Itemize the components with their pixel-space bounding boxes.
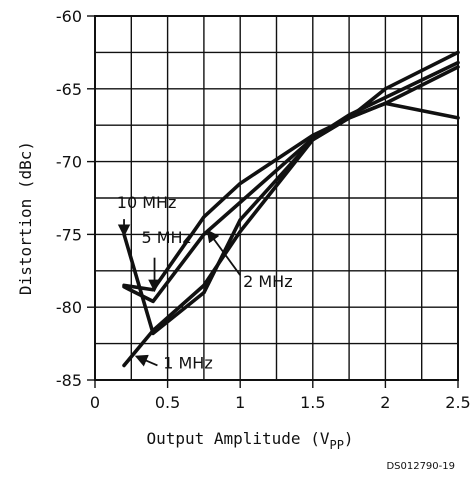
series-line-5-mhz bbox=[122, 50, 460, 292]
series-line-10-mhz bbox=[122, 101, 460, 336]
y-axis-tick-label: -75 bbox=[56, 225, 82, 244]
y-axis-tick-label: -85 bbox=[56, 371, 82, 390]
series-lines bbox=[122, 50, 460, 368]
figure-id: DS012790-19 bbox=[386, 461, 455, 472]
grid bbox=[95, 16, 458, 380]
y-axis-label: Distortion (dBc) bbox=[16, 141, 35, 295]
y-axis-tick-label: -80 bbox=[56, 298, 82, 317]
annotation-label-1-mhz: 1 MHz bbox=[163, 353, 213, 372]
annotation-label-10-mhz: 10 MHz bbox=[117, 193, 177, 212]
x-axis-tick-label: 0.5 bbox=[155, 393, 180, 412]
axes: 0 0.5 1 1.5 2 2.5 -60 -65 -70 -75 -80 -85 bbox=[56, 7, 471, 412]
x-axis-label: Output Amplitude (VPP) bbox=[146, 429, 353, 452]
annotation-arrow-1-mhz bbox=[134, 354, 158, 367]
x-axis-tick-label: 1.5 bbox=[300, 393, 325, 412]
series-line-2-mhz bbox=[122, 60, 460, 304]
y-axis-tick-label: -60 bbox=[56, 7, 82, 26]
annotation-arrow-2-mhz bbox=[206, 229, 241, 276]
x-axis-label-suffix: ) bbox=[344, 429, 354, 448]
x-axis-tick-label: 2 bbox=[380, 393, 390, 412]
x-axis-label-main: Output Amplitude (V bbox=[146, 429, 329, 448]
y-axis-tick-label: -65 bbox=[56, 80, 82, 99]
series-line-1-mhz bbox=[122, 65, 460, 368]
annotation-label-2-mhz: 2 MHz bbox=[243, 272, 293, 291]
series-annotations: 10 MHz 5 MHz 2 MHz 1 MHz bbox=[117, 193, 293, 372]
x-axis-tick-label: 2.5 bbox=[445, 393, 470, 412]
x-axis-label-subscript: PP bbox=[329, 438, 343, 452]
annotation-label-5-mhz: 5 MHz bbox=[141, 228, 191, 247]
plot-frame bbox=[94, 15, 459, 381]
x-axis-tick-label: 1 bbox=[235, 393, 245, 412]
x-axis-tick-label: 0 bbox=[90, 393, 100, 412]
y-axis-tick-label: -70 bbox=[56, 153, 82, 172]
